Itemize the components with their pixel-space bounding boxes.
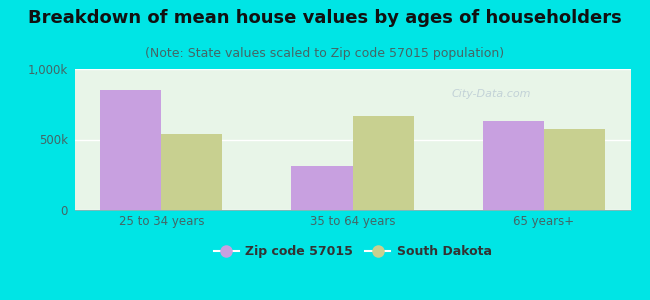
Bar (352, 116, 414, 210)
Legend: Zip code 57015, South Dakota: Zip code 57015, South Dakota (209, 240, 497, 263)
Bar (483, 121, 544, 210)
Text: (Note: State values scaled to Zip code 57015 population): (Note: State values scaled to Zip code 5… (146, 46, 504, 59)
Bar (100, 90, 161, 210)
Bar (161, 134, 222, 210)
Bar (544, 129, 605, 210)
Bar (291, 166, 352, 210)
Text: City-Data.com: City-Data.com (452, 89, 531, 99)
Text: Breakdown of mean house values by ages of householders: Breakdown of mean house values by ages o… (28, 9, 622, 27)
